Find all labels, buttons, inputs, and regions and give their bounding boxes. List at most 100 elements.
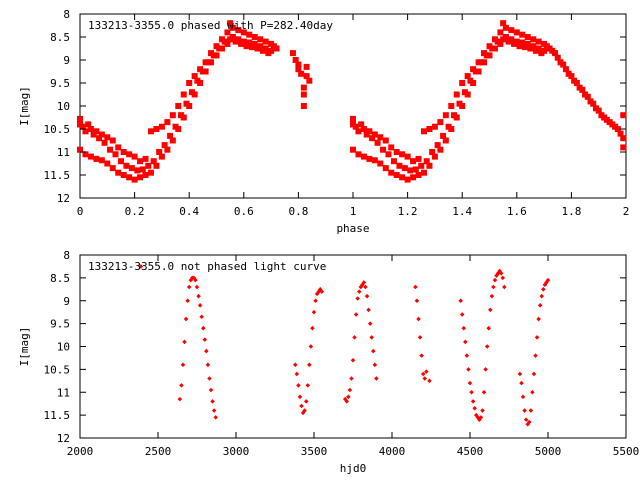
unphased-x-tick-label: 4500 xyxy=(457,445,484,458)
unphased-data-point xyxy=(478,415,484,420)
unphased-data-point xyxy=(196,293,201,299)
phased-data-point xyxy=(147,128,154,135)
unphased-data-point xyxy=(346,394,351,400)
phased-data-point xyxy=(300,91,307,98)
unphased-data-point xyxy=(308,344,314,349)
phased-data-point xyxy=(150,158,157,165)
unphased-data-point xyxy=(461,325,467,331)
unphased-data-point xyxy=(211,408,217,413)
phased-data-point xyxy=(352,123,359,130)
phased-x-tick-label: 1 xyxy=(350,205,357,218)
phased-data-point xyxy=(251,34,258,40)
phased-data-point xyxy=(240,29,247,36)
unphased-data-point xyxy=(296,383,301,388)
phased-data-point xyxy=(137,174,144,181)
phased-data-point xyxy=(240,38,247,45)
phased-data-point xyxy=(617,130,624,137)
unphased-data-point xyxy=(205,362,211,368)
phased-data-point xyxy=(562,66,569,73)
unphased-y-tick-label: 9 xyxy=(63,295,70,308)
phased-y-ticks: 8 8.5 9 9.5 10 10.5 11 11.5 12 xyxy=(44,8,626,205)
phased-data-point xyxy=(273,45,280,52)
unphased-data-point xyxy=(200,325,206,331)
unphased-data-point xyxy=(186,284,192,290)
unphased-data-point xyxy=(491,284,496,290)
phased-data-point xyxy=(355,151,362,158)
phased-data-point xyxy=(169,112,176,119)
phased-data-points xyxy=(77,20,627,183)
unphased-data-point xyxy=(519,380,524,386)
phased-data-point xyxy=(434,142,441,149)
unphased-data-point xyxy=(210,399,215,404)
unphased-data-point xyxy=(319,289,325,294)
unphased-data-point xyxy=(293,362,298,368)
phased-data-point xyxy=(298,70,305,77)
phased-data-point xyxy=(109,137,116,144)
phased-data-point xyxy=(90,131,97,138)
phased-data-point xyxy=(418,162,425,169)
unphased-y-axis-label: I[mag] xyxy=(18,327,31,367)
phased-data-point xyxy=(497,29,504,36)
unphased-data-point xyxy=(463,339,468,345)
phased-y-tick-label: 10.5 xyxy=(44,123,71,136)
phased-data-point xyxy=(426,126,433,132)
unphased-data-point xyxy=(545,277,551,283)
unphased-data-point xyxy=(427,378,432,384)
phased-data-point xyxy=(519,31,526,38)
phased-data-point xyxy=(530,36,537,43)
phased-y-tick-label: 8.5 xyxy=(50,31,70,44)
unphased-data-point xyxy=(182,339,187,345)
unphased-data-point xyxy=(416,316,421,322)
phased-data-point xyxy=(87,126,94,132)
unphased-y-tick-label: 8.5 xyxy=(50,272,70,285)
unphased-data-points xyxy=(138,264,551,427)
phased-y-tick-label: 11.5 xyxy=(44,169,71,182)
phased-x-tick-label: 0.4 xyxy=(179,205,199,218)
unphased-data-point xyxy=(528,408,534,413)
phased-data-point xyxy=(355,128,362,135)
phased-data-point xyxy=(404,153,411,160)
phased-data-point xyxy=(369,135,376,142)
unphased-data-point xyxy=(183,316,189,322)
phased-x-tick-label: 1.4 xyxy=(452,205,472,218)
phased-data-point xyxy=(437,146,444,153)
unphased-data-point xyxy=(310,325,315,331)
phased-data-point xyxy=(107,146,114,153)
unphased-data-point xyxy=(480,408,485,413)
phased-data-point xyxy=(120,149,127,155)
phased-data-point xyxy=(126,174,133,181)
phased-data-point xyxy=(399,174,406,181)
phased-data-point xyxy=(513,29,520,36)
unphased-data-point xyxy=(202,337,208,342)
phased-data-point xyxy=(175,103,182,109)
phased-data-point xyxy=(96,135,103,142)
phased-data-point xyxy=(227,20,234,27)
unphased-y-tick-label: 12 xyxy=(57,432,70,445)
phased-data-point xyxy=(366,128,373,135)
phased-data-point xyxy=(117,158,124,165)
phased-data-point xyxy=(246,39,253,46)
phased-data-point xyxy=(213,52,220,59)
phased-data-point xyxy=(191,91,198,98)
phased-x-axis-label: phase xyxy=(336,222,369,235)
phased-data-point xyxy=(180,91,187,98)
unphased-data-point xyxy=(307,362,312,368)
phased-data-point xyxy=(620,144,627,151)
unphased-data-point xyxy=(185,298,190,304)
unphased-data-point xyxy=(466,367,471,372)
phased-data-point xyxy=(442,137,449,144)
phased-data-point xyxy=(423,158,430,165)
unphased-data-point xyxy=(372,362,378,368)
phased-data-point xyxy=(243,43,250,50)
unphased-data-point xyxy=(488,307,493,313)
unphased-data-point xyxy=(520,394,526,400)
unphased-data-point xyxy=(364,293,370,299)
phased-data-point xyxy=(126,151,133,158)
phased-data-point xyxy=(295,61,302,68)
phased-data-point xyxy=(142,172,149,178)
unphased-data-point xyxy=(194,284,200,290)
phased-data-point xyxy=(303,63,310,70)
phased-data-point xyxy=(82,128,89,135)
phased-data-point xyxy=(385,151,392,158)
